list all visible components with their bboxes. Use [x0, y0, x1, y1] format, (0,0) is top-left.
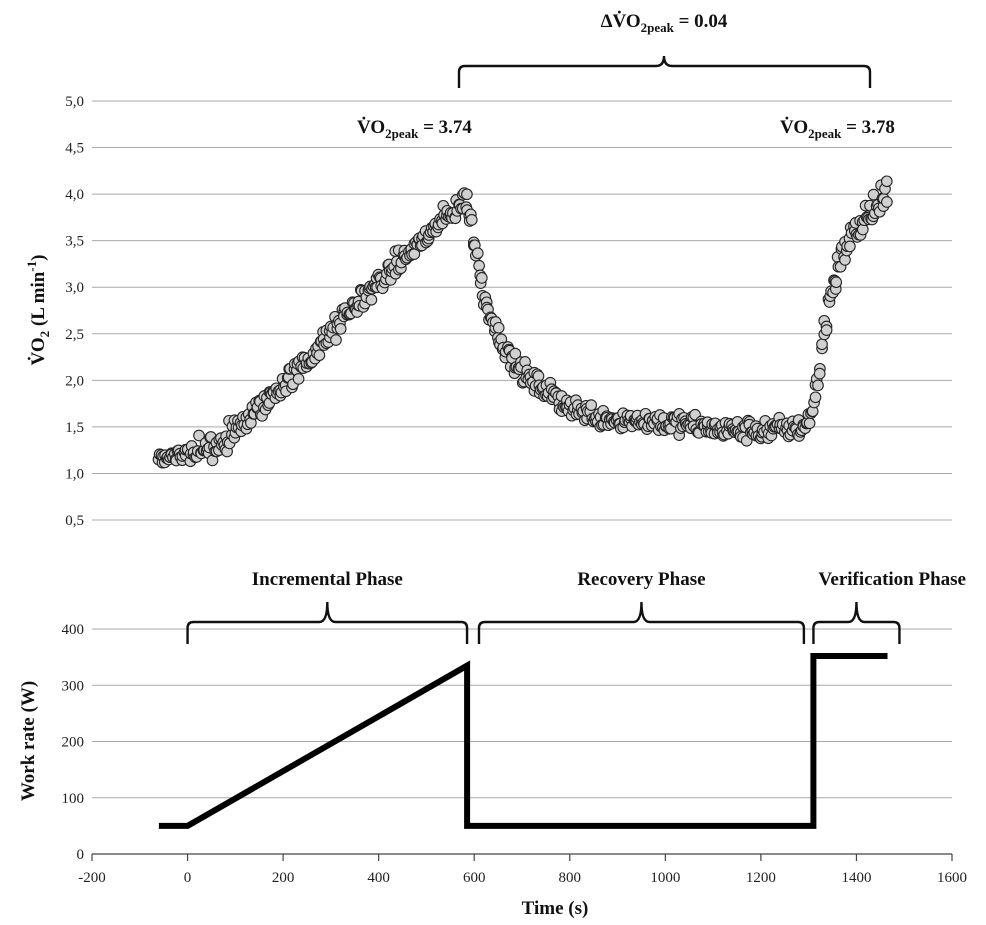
- time-x-tick-label: 800: [559, 870, 582, 886]
- work-rate-y-tick-label: 100: [62, 791, 85, 807]
- time-x-tick-label: 0: [184, 870, 192, 886]
- time-x-tick-label: 1400: [841, 870, 871, 886]
- vo2-peak-verification-annotation: V̇O2peak = 3.78: [780, 117, 895, 141]
- vo2-data-point: [292, 373, 305, 385]
- work-rate-y-tick-label: 200: [62, 735, 85, 751]
- vo2-data-point: [193, 429, 205, 442]
- vo2-y-label-unit: (L min: [28, 271, 49, 331]
- vo2-y-ticks: 0,5 1,0 1,5 2,0 2,5 3,0 3,5 4,0 4,5 5,0: [65, 94, 84, 529]
- vo2-y-label-exp: -1: [24, 261, 39, 272]
- vo2-y-axis-label: V̇O2 (L min-1): [24, 255, 52, 366]
- vo2-y-label-close: ): [28, 255, 49, 261]
- vo2-data-point: [585, 399, 598, 411]
- work-rate-y-ticks: 0 100 200 300 400: [62, 622, 85, 863]
- vo2-y-tick-label: 0,5: [65, 513, 84, 529]
- vo2-data-point: [881, 196, 893, 208]
- vo2-data-point: [803, 417, 816, 430]
- time-x-tick-label: 1200: [746, 870, 776, 886]
- vo2-y-tick-label: 2,0: [65, 373, 84, 389]
- phase-brace: [812, 601, 901, 644]
- vo2-y-tick-label: 1,5: [65, 420, 84, 436]
- phase-label: Recovery Phase: [577, 569, 705, 590]
- vo2-data-point: [313, 349, 326, 362]
- phase-brace: [186, 601, 469, 644]
- phase-label: Incremental Phase: [252, 569, 403, 590]
- vo2-data-point: [809, 391, 822, 404]
- vo2-y-label-main: V̇O: [28, 337, 49, 365]
- vo2-y-tick-label: 4,0: [65, 187, 84, 203]
- work-rate-y-axis-label: Work rate (W): [18, 681, 39, 801]
- time-x-axis-label: Time (s): [522, 898, 589, 919]
- phase-brace: [477, 601, 806, 644]
- vo2-gridlines: [92, 100, 952, 521]
- vo2-data-point: [880, 175, 893, 188]
- vo2-data-point: [365, 293, 378, 306]
- vo2-data-point: [492, 321, 505, 334]
- time-x-tick-label: 1600: [937, 870, 967, 886]
- vo2-data-point: [812, 379, 824, 392]
- vo2-data-point: [839, 254, 851, 266]
- vo2-peak-incremental-annotation: V̇O2peak = 3.74: [357, 117, 472, 141]
- time-x-tick-label: 200: [272, 870, 295, 886]
- delta-vo2-brace: [457, 55, 872, 88]
- vo2-data-point: [475, 272, 488, 284]
- work-rate-y-tick-label: 0: [77, 847, 85, 863]
- vo2-y-label-sub: 2: [37, 331, 52, 338]
- vo2-y-tick-label: 2,5: [65, 327, 84, 343]
- vo2-data-point: [813, 367, 826, 380]
- time-x-tick-label: 600: [463, 870, 486, 886]
- vo2-data-point: [330, 334, 342, 346]
- vo2-y-tick-label: 3,0: [65, 280, 84, 296]
- vo2-y-tick-label: 5,0: [65, 94, 84, 110]
- vo2-data-point: [473, 259, 485, 272]
- vo2-data-point: [465, 214, 478, 226]
- time-x-ticks: -200 0 200 400 600 800 1000 1200 1400 1600: [78, 854, 967, 886]
- time-x-tick-label: 400: [367, 870, 390, 886]
- phase-label: Verification Phase: [818, 569, 966, 590]
- phase-braces: Incremental Phase Recovery Phase Verificat…: [186, 569, 966, 644]
- vo2-y-tick-label: 4,5: [65, 141, 84, 157]
- vo2-data-point: [334, 323, 347, 335]
- vo2-data-point: [830, 276, 843, 289]
- work-rate-y-tick-label: 400: [62, 622, 85, 638]
- delta-vo2-peak-annotation: ΔV̇O2peak = 0.04: [601, 11, 728, 35]
- vo2-data-point: [844, 240, 856, 253]
- time-x-tick-label: -200: [78, 870, 106, 886]
- vo2-y-tick-label: 3,5: [65, 234, 84, 250]
- vo2-data-point: [816, 338, 828, 351]
- vo2-y-tick-label: 1,0: [65, 466, 84, 482]
- vo2-data-point: [820, 324, 833, 336]
- work-rate-y-tick-label: 300: [62, 678, 85, 694]
- work-rate-line: [158, 653, 888, 829]
- vo2-scatter-points: [152, 175, 893, 469]
- time-x-tick-label: 1000: [650, 870, 680, 886]
- vo2-data-point: [461, 188, 473, 201]
- vo2-data-point: [471, 247, 484, 260]
- vo2-data-point: [509, 347, 522, 360]
